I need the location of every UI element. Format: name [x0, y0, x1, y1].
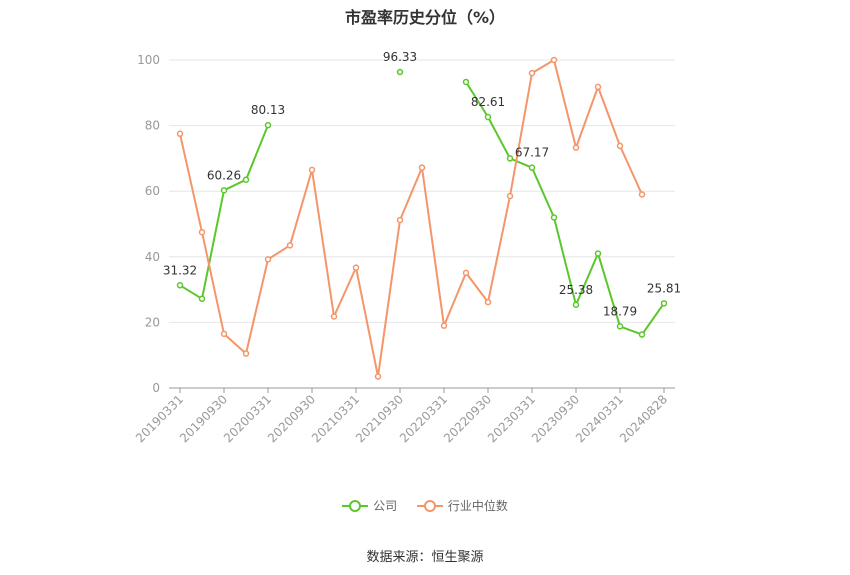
data-point[interactable]: [572, 144, 580, 151]
data-point[interactable]: [242, 350, 250, 357]
series-layer: [176, 56, 668, 380]
gridlines: [169, 59, 675, 323]
legend-label-industry-median: 行业中位数: [447, 499, 508, 513]
data-point[interactable]: [638, 191, 646, 198]
data-point[interactable]: [506, 155, 514, 162]
data-point[interactable]: [396, 216, 404, 224]
data-point[interactable]: [616, 142, 624, 150]
data-point[interactable]: [308, 166, 316, 174]
data-point[interactable]: [506, 192, 514, 200]
data-point[interactable]: [484, 113, 492, 121]
y-tick-label: 40: [145, 250, 160, 264]
data-point[interactable]: [638, 331, 646, 338]
data-point[interactable]: [594, 83, 602, 91]
data-point[interactable]: [286, 242, 294, 249]
data-point[interactable]: [220, 330, 228, 338]
data-point[interactable]: [440, 322, 448, 329]
data-point[interactable]: [550, 56, 558, 64]
series-line-1: [179, 59, 643, 378]
data-point[interactable]: [198, 228, 206, 236]
data-label: 80.13: [251, 103, 285, 117]
data-point[interactable]: [484, 298, 492, 306]
data-label: 82.61: [471, 95, 505, 109]
data-label: 96.33: [383, 50, 417, 64]
data-point[interactable]: [418, 164, 426, 171]
y-tick-label: 100: [137, 53, 160, 67]
data-point[interactable]: [374, 373, 382, 380]
data-point[interactable]: [176, 130, 184, 138]
data-point[interactable]: [198, 295, 206, 303]
data-point[interactable]: [660, 300, 668, 307]
data-label: 31.32: [163, 263, 197, 277]
data-point[interactable]: [528, 69, 536, 77]
data-labels: 31.32 60.26 80.13 96.33 82.61 67.17 25.38 18.79…: [163, 50, 681, 318]
legend-item-company[interactable]: 公司: [342, 497, 397, 514]
data-point[interactable]: [594, 250, 602, 257]
x-axis: 2019033120190930202003312020093020210331…: [133, 387, 675, 445]
chart-title: 市盈率历史分位（%）: [344, 8, 506, 27]
data-label: 67.17: [515, 146, 549, 160]
data-label: 25.81: [647, 281, 681, 295]
y-tick-label: 20: [145, 315, 160, 329]
series-line-0: [465, 81, 665, 336]
legend-label-company: 公司: [373, 499, 398, 513]
data-source: 数据来源：恒生聚源: [366, 550, 484, 565]
data-point[interactable]: [264, 121, 272, 129]
data-point[interactable]: [242, 176, 250, 183]
data-point[interactable]: [572, 301, 580, 309]
data-point[interactable]: [462, 78, 470, 86]
data-point[interactable]: [550, 214, 558, 221]
data-point[interactable]: [264, 256, 272, 263]
data-label: 60.26: [207, 168, 241, 182]
data-point[interactable]: [616, 323, 624, 330]
y-tick-label: 80: [145, 119, 160, 133]
data-point[interactable]: [220, 187, 228, 194]
data-label: 25.38: [559, 283, 593, 297]
legend-swatch-industry-median: [416, 499, 443, 513]
data-label: 18.79: [603, 304, 637, 318]
y-axis: 0 20 40 60 80 100: [137, 53, 160, 395]
data-point[interactable]: [396, 68, 404, 76]
data-point[interactable]: [528, 164, 536, 171]
y-tick-label: 0: [152, 381, 160, 395]
data-point[interactable]: [330, 313, 338, 320]
data-point[interactable]: [352, 264, 360, 271]
series-0: [176, 68, 668, 338]
legend-swatch-company: [342, 499, 369, 513]
x-tick-label: 20240828: [617, 392, 670, 445]
legend-item-industry-median[interactable]: 行业中位数: [416, 497, 508, 514]
legend: 公司 行业中位数: [0, 497, 850, 516]
data-point[interactable]: [462, 269, 470, 277]
line-chart: 0 20 40 60 80 100 201903312019093020200331202…: [133, 50, 681, 445]
series-1: [176, 56, 646, 380]
data-point[interactable]: [176, 282, 184, 289]
y-tick-label: 60: [145, 184, 160, 198]
